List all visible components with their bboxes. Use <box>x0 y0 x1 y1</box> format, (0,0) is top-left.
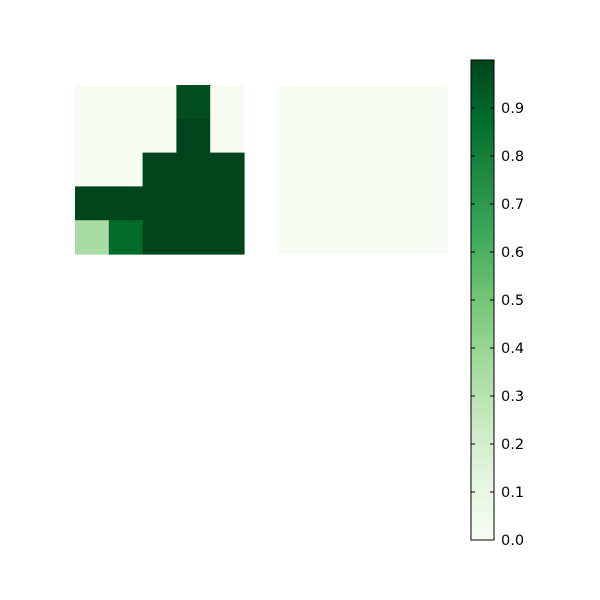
heatmap-cell-1-2-3 <box>379 152 414 187</box>
heatmap-cell-0-1-3 <box>176 118 211 154</box>
heatmap-cell-0-1-0 <box>75 118 110 154</box>
heatmap-cell-0-3-4 <box>210 186 245 221</box>
heatmap-cell-0-4-2 <box>142 220 177 255</box>
heatmap-cell-1-1-4 <box>413 118 448 154</box>
heatmap-cell-1-0-3 <box>379 85 414 120</box>
colorbar-tick-label-8: 0.8 <box>501 149 524 165</box>
heatmap-right <box>278 85 448 255</box>
heatmap-cell-1-4-2 <box>345 220 380 255</box>
heatmap-cell-0-0-1 <box>108 85 144 120</box>
heatmap-cell-1-3-0 <box>278 186 313 221</box>
heatmap-cell-1-2-1 <box>311 152 347 187</box>
heatmap-cell-0-3-2 <box>142 186 177 221</box>
colorbar-gradient <box>471 60 494 540</box>
heatmap-cell-0-0-3 <box>176 85 211 120</box>
heatmap-cell-1-3-1 <box>311 186 347 221</box>
colorbar-tick-label-2: 0.2 <box>501 437 524 453</box>
heatmap-cell-1-1-3 <box>379 118 414 154</box>
heatmap-cell-1-3-4 <box>413 186 448 221</box>
colorbar-tick-label-0: 0.0 <box>501 533 524 549</box>
heatmap-cell-0-1-2 <box>142 118 177 154</box>
heatmap-cell-0-0-4 <box>210 85 245 120</box>
heatmap-cell-0-3-3 <box>176 186 211 221</box>
heatmap-cell-0-2-4 <box>210 152 245 187</box>
heatmap-cell-1-1-2 <box>345 118 380 154</box>
heatmap-cell-1-2-0 <box>278 152 313 187</box>
heatmap-cell-1-1-0 <box>278 118 313 154</box>
heatmap-cell-0-1-1 <box>108 118 144 154</box>
heatmap-cell-0-2-2 <box>142 152 177 187</box>
colorbar-tick-label-7: 0.7 <box>501 197 524 213</box>
colorbar-tick-label-6: 0.6 <box>501 245 524 261</box>
heatmap-cell-1-4-3 <box>379 220 414 255</box>
heatmap-left <box>75 85 245 255</box>
heatmap-cell-1-4-4 <box>413 220 448 255</box>
heatmap-cell-0-2-3 <box>176 152 211 187</box>
heatmap-cell-0-3-0 <box>75 186 110 221</box>
colorbar-tick-label-9: 0.9 <box>501 101 524 117</box>
heatmap-cell-1-3-3 <box>379 186 414 221</box>
heatmap-cell-1-0-0 <box>278 85 313 120</box>
colorbar-tick-label-3: 0.3 <box>501 389 524 405</box>
heatmap-cell-0-0-0 <box>75 85 110 120</box>
heatmap-cell-1-2-4 <box>413 152 448 187</box>
heatmap-cell-0-0-2 <box>142 85 177 120</box>
heatmap-cell-0-2-0 <box>75 152 110 187</box>
heatmap-cell-0-2-1 <box>108 152 144 187</box>
heatmap-cell-1-2-2 <box>345 152 380 187</box>
heatmap-cell-1-0-1 <box>311 85 347 120</box>
heatmap-cell-0-4-0 <box>75 220 110 255</box>
colorbar: 0.0 0.1 0.2 0.3 0.4 0.5 0.6 0.7 0.8 0.9 <box>470 59 524 549</box>
heatmap-cell-1-0-4 <box>413 85 448 120</box>
heatmap-cell-0-1-4 <box>210 118 245 154</box>
heatmap-cell-0-4-4 <box>210 220 245 255</box>
heatmap-cell-0-3-1 <box>108 186 144 221</box>
colorbar-tick-label-5: 0.5 <box>501 293 524 309</box>
colorbar-ticks: 0.0 0.1 0.2 0.3 0.4 0.5 0.6 0.7 0.8 0.9 <box>471 101 524 549</box>
heatmap-cell-1-0-2 <box>345 85 380 120</box>
heatmap-cell-1-4-0 <box>278 220 313 255</box>
heatmap-cell-1-4-1 <box>311 220 347 255</box>
colorbar-tick-label-1: 0.1 <box>501 485 524 501</box>
heatmap-cell-0-4-3 <box>176 220 211 255</box>
heatmap-cell-0-4-1 <box>108 220 144 255</box>
heatmap-cell-1-3-2 <box>345 186 380 221</box>
heatmap-cell-1-1-1 <box>311 118 347 154</box>
colorbar-tick-label-4: 0.4 <box>501 341 524 357</box>
